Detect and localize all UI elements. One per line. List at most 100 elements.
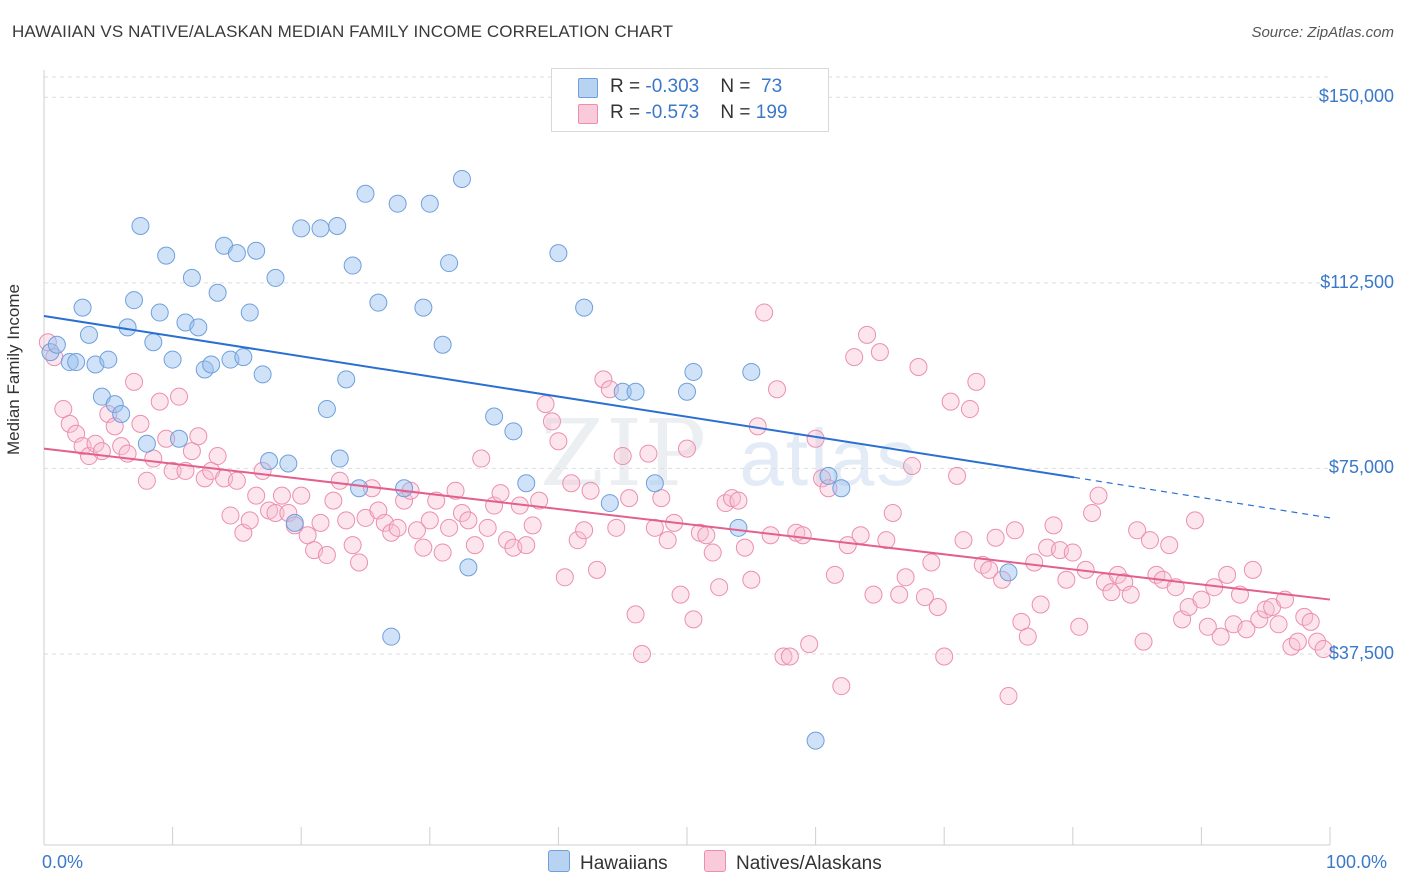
hawaiians-point [67, 353, 86, 372]
natives-point [967, 372, 986, 391]
bottom-legend-hawaiians[interactable]: Hawaiians [548, 850, 668, 875]
natives-point [1192, 590, 1211, 609]
hawaiians-point [678, 382, 696, 401]
natives-point [343, 536, 362, 555]
natives-point [658, 531, 677, 550]
hawaiians-point [285, 513, 304, 532]
watermark-atlas: atlas [739, 413, 919, 502]
natives-point [742, 570, 761, 589]
natives-point [1083, 503, 1102, 522]
hawaiians-point [459, 558, 478, 577]
natives-point [928, 597, 947, 616]
natives-point [54, 400, 73, 419]
x-tick-label-min: 0.0% [42, 852, 84, 872]
natives-point [710, 578, 729, 597]
natives-point [1057, 570, 1076, 589]
natives-point [1140, 531, 1159, 550]
hawaiians-point [80, 325, 99, 344]
natives-point [272, 486, 291, 505]
hawaiians-point [125, 291, 144, 310]
natives-point [311, 513, 330, 532]
n-value: 199 [755, 102, 788, 123]
legend-text-hawaiians: R = -0.303 N = 73 [610, 76, 782, 98]
bottom-legend-natives[interactable]: Natives/Alaskans [704, 850, 882, 875]
hawaiians-point [729, 518, 748, 537]
natives-point [472, 449, 491, 468]
hawaiians-point [260, 452, 279, 471]
natives-point [1128, 521, 1147, 540]
natives-point [60, 414, 79, 433]
natives-point [1070, 617, 1089, 636]
natives-point [993, 570, 1012, 589]
hawaiians-point [73, 298, 92, 317]
hawaiians-point [227, 244, 246, 263]
natives-point [530, 491, 549, 510]
hawaiians-point [202, 355, 221, 374]
natives-point [452, 503, 471, 522]
natives-point [221, 506, 240, 525]
source-note: Source: ZipAtlas.com [1251, 24, 1394, 41]
natives-point [542, 412, 561, 431]
natives-point [729, 491, 748, 510]
natives-point [735, 538, 754, 557]
natives-point [195, 469, 214, 488]
natives-point [465, 536, 484, 555]
natives-point [909, 357, 928, 376]
natives-point [890, 585, 909, 604]
hawaiians-point [112, 405, 131, 424]
natives-point [877, 531, 896, 550]
r-label: R = [610, 102, 646, 123]
hawaiians-point [433, 335, 452, 354]
axes [43, 70, 1331, 846]
natives-point [189, 427, 208, 446]
natives-point [1018, 627, 1037, 646]
hawaiians-label: Hawaiians [580, 853, 668, 874]
hawaiians-trend-extension [1073, 476, 1331, 519]
correlation-legend: R = -0.303 N = 73 R = -0.573 N = 199 [551, 68, 829, 132]
natives-point [86, 434, 105, 453]
natives-point [1031, 595, 1050, 614]
natives-point [594, 370, 613, 389]
natives-point [980, 560, 999, 579]
natives-point [587, 560, 606, 579]
hawaiians-point [356, 184, 375, 203]
natives-point [427, 491, 446, 510]
hawaiians-point [150, 303, 169, 322]
n-label: N = [720, 102, 756, 123]
r-value: -0.573 [645, 102, 700, 123]
hawaiians-point [420, 194, 439, 213]
natives-point [497, 531, 516, 550]
hawaiians-point [575, 298, 594, 317]
hawaiians-point [337, 370, 356, 389]
natives-point [800, 635, 819, 654]
hawaiians-point [343, 256, 362, 275]
hawaiians-point [350, 479, 369, 498]
hawaiians-point [504, 422, 523, 441]
hawaiians-points [41, 169, 1018, 750]
natives-point [832, 677, 851, 696]
hawaiians-point [549, 244, 568, 263]
hawaiians-point [452, 169, 471, 188]
hawaiians-point [684, 362, 703, 381]
hawaiians-point [819, 466, 838, 485]
natives-point [684, 610, 703, 629]
x-tick-label-max: 100.0% [1326, 852, 1388, 872]
natives-point [1185, 511, 1204, 530]
hawaiians-point [144, 333, 163, 352]
natives-point [137, 471, 156, 490]
natives-point [536, 395, 555, 414]
natives-point [163, 461, 182, 480]
natives-point [131, 414, 150, 433]
natives-point [845, 348, 864, 367]
natives-point [1308, 632, 1327, 651]
natives-point [838, 536, 857, 555]
natives-point [292, 486, 311, 505]
natives-point [678, 439, 696, 458]
y-tick-label: $75,000 [1328, 457, 1394, 478]
natives-point [478, 518, 497, 537]
natives-point [1243, 560, 1262, 579]
natives-point [337, 511, 356, 530]
natives-point [1005, 521, 1024, 540]
natives-point [517, 536, 536, 555]
natives-point [1269, 615, 1288, 634]
